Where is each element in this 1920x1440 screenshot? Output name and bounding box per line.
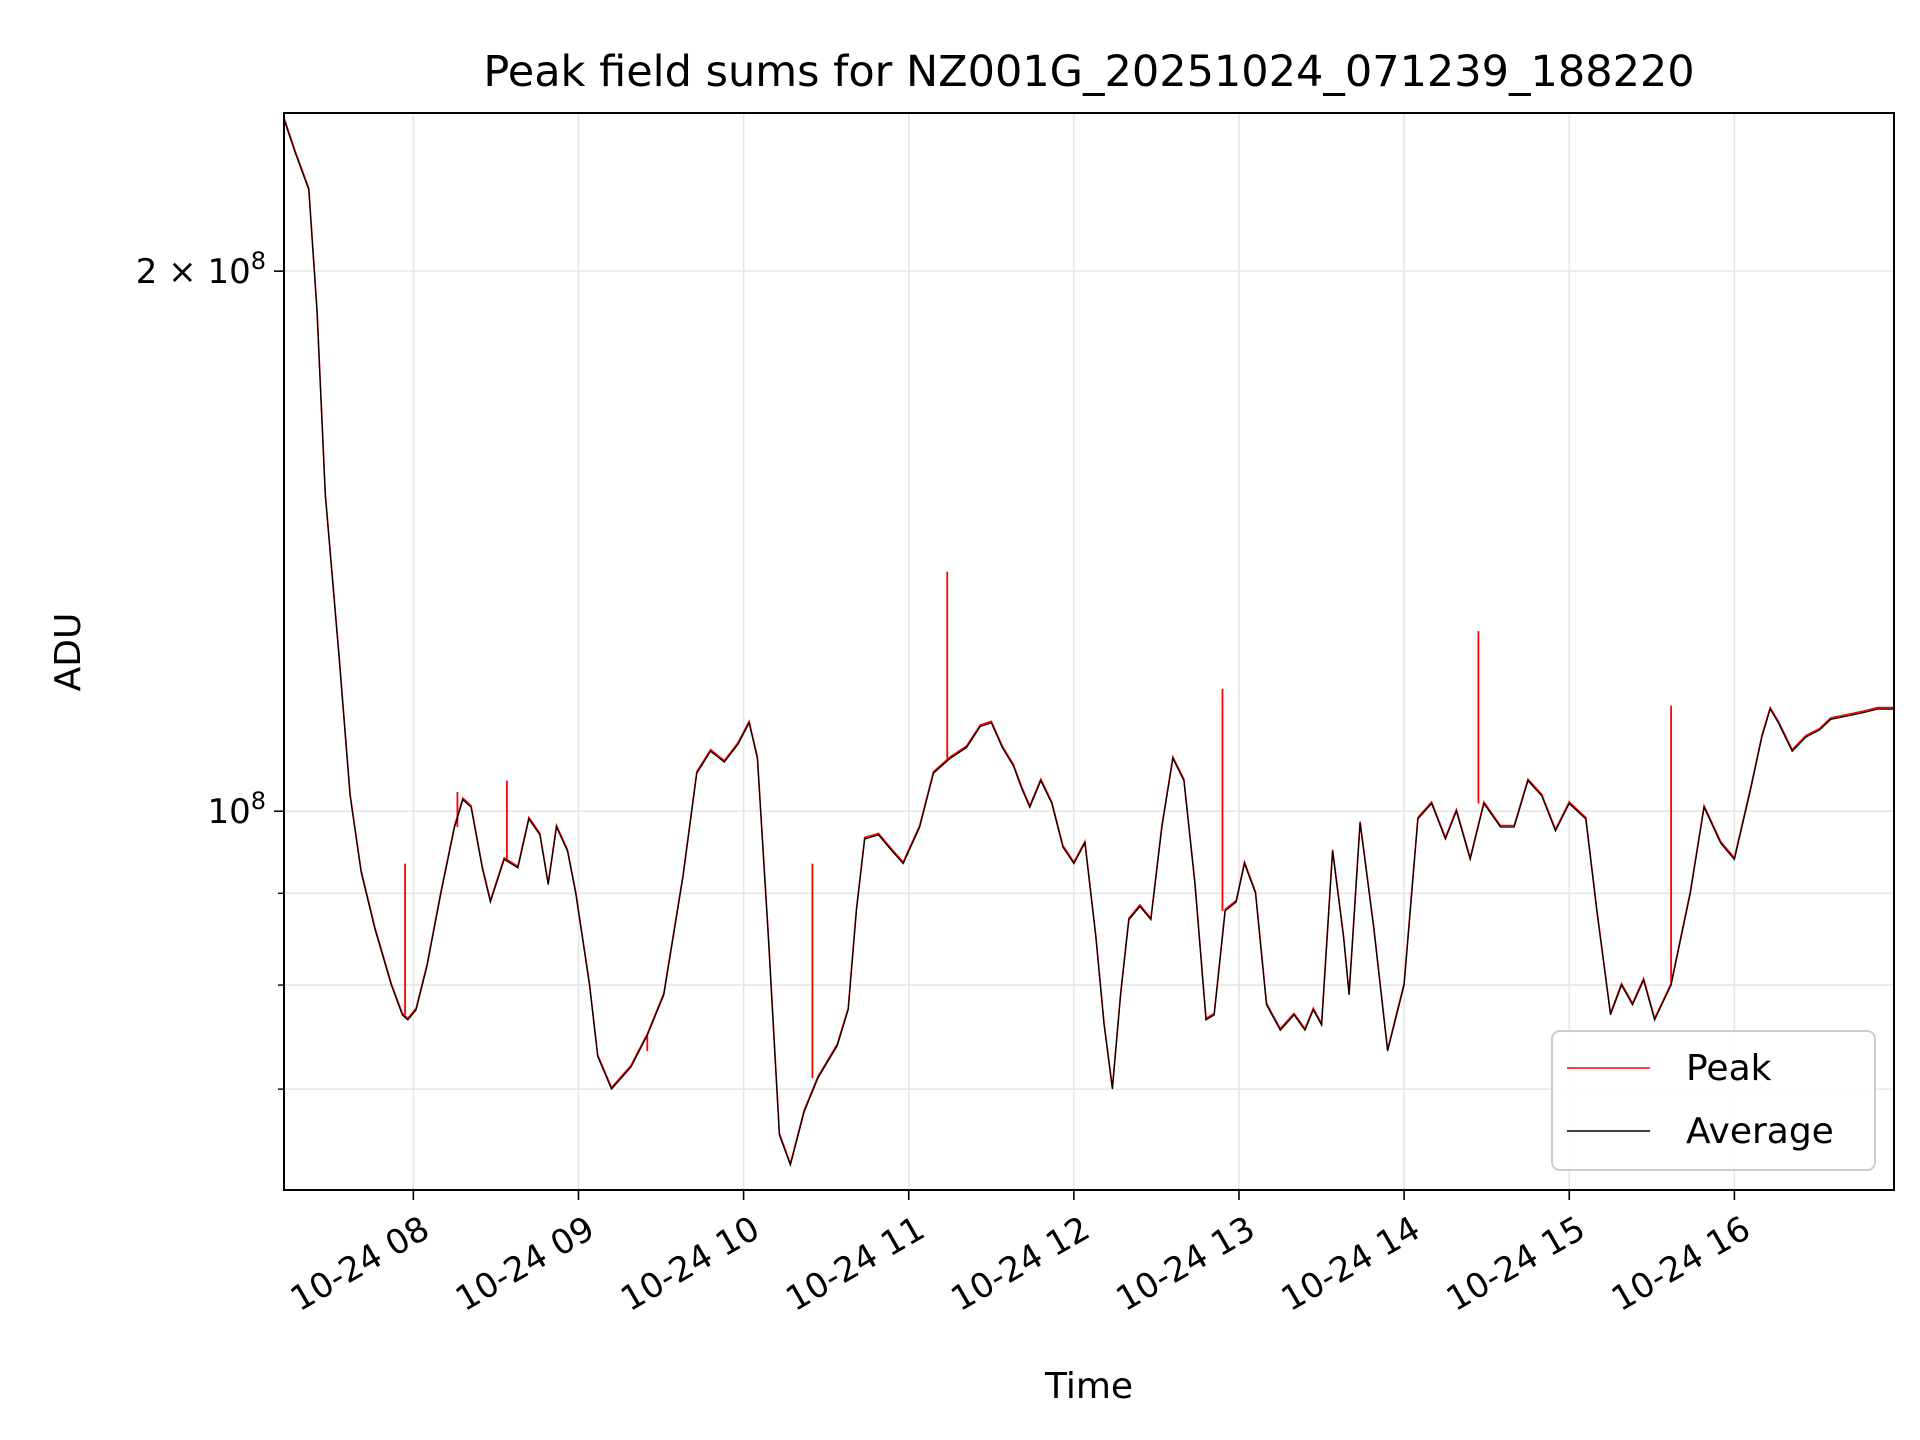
x-tick-label: 10-24 13	[1109, 1209, 1261, 1320]
x-tick-label: 10-24 11	[779, 1209, 931, 1320]
series-line-average	[283, 119, 1894, 1168]
x-axis-label: Time	[1044, 1366, 1133, 1407]
x-tick-label: 10-24 10	[614, 1209, 766, 1320]
y-axis: 108 2 × 108	[136, 247, 284, 1090]
x-tick-label: 10-24 08	[284, 1209, 436, 1320]
series-line-peak	[283, 117, 1894, 1167]
gridlines	[284, 113, 1894, 1190]
plot-frame	[283, 112, 1895, 1191]
x-tick-label: 10-24 12	[944, 1209, 1096, 1320]
y-tick-label: 108	[207, 787, 266, 832]
x-tick-label: 10-24 14	[1275, 1209, 1427, 1320]
x-tick-label: 10-24 16	[1605, 1209, 1757, 1320]
x-tick-label: 10-24 09	[449, 1209, 601, 1320]
legend-box	[1551, 1030, 1876, 1171]
x-tick-label: 10-24 15	[1440, 1209, 1592, 1320]
series-layer	[283, 117, 1894, 1168]
chart-title: Peak field sums for NZ001G_20251024_0712…	[483, 47, 1694, 97]
y-tick-label: 2 × 108	[136, 247, 266, 292]
legend-label-average: Average	[1686, 1111, 1834, 1152]
legend-label-peak: Peak	[1686, 1048, 1772, 1089]
x-axis: 10-24 08 10-24 09 10-24 10 10-24 11 10-24 12…	[284, 1190, 1757, 1320]
legend: Peak Average	[1551, 1030, 1876, 1171]
y-axis-label: ADU	[48, 613, 89, 692]
